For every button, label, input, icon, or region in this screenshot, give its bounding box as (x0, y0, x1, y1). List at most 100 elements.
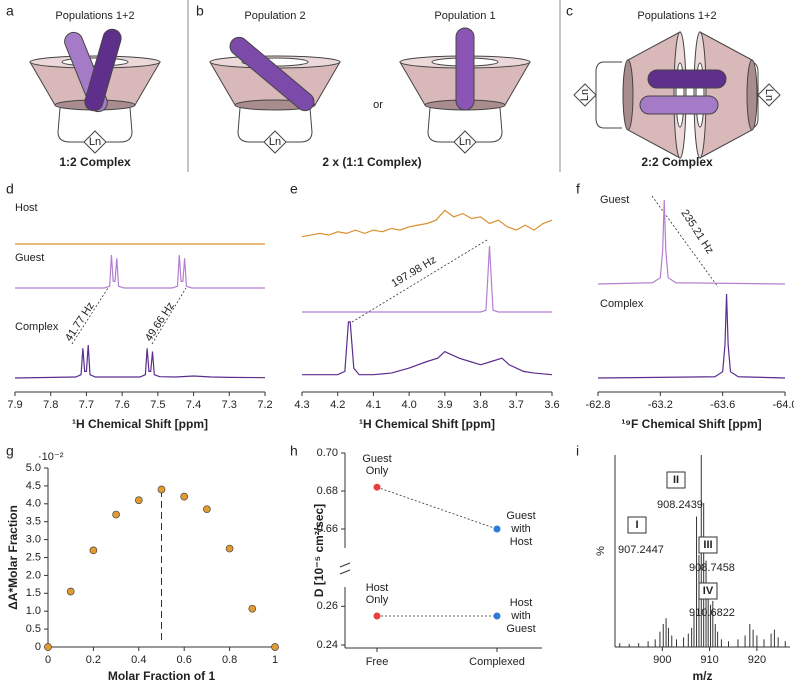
data-point (180, 492, 189, 501)
x-tick-label: 3.6 (544, 399, 559, 411)
label-box (698, 536, 718, 554)
coupling-line (71, 287, 109, 345)
x-tick-label: 4.0 (401, 399, 416, 411)
x-tick-label: 0 (45, 654, 51, 666)
panel-label: d (6, 181, 14, 197)
x-tick-label: 0.2 (86, 654, 101, 666)
linker (595, 61, 622, 129)
ln-label: Ln (459, 136, 471, 148)
point-label: Host (366, 582, 389, 594)
data-point (66, 587, 75, 596)
peak-mz: 908.7458 (689, 562, 735, 574)
data-point (44, 643, 52, 651)
x-tick-label: 3.7 (509, 399, 524, 411)
spectrum-trace (14, 344, 266, 379)
annotation: 41.77 Hz (63, 300, 97, 343)
diagram-title: Population 2 (244, 10, 305, 22)
y-axis-label: % (595, 546, 607, 556)
data-point (373, 612, 381, 620)
data-point (112, 510, 120, 519)
x-axis-label: m/z (692, 669, 712, 683)
ln-diamond (453, 130, 477, 154)
y-tick-label: 1.5 (26, 587, 41, 599)
ln-diamond (573, 83, 597, 107)
panel-label: e (290, 181, 298, 197)
point-label: Host (510, 536, 533, 548)
x-tick-label: 7.8 (43, 399, 58, 411)
coupling-line (351, 239, 488, 323)
data-point (134, 496, 143, 505)
x-tick-label: 7.4 (186, 399, 201, 411)
diagram-b: Population 2 Population 1 or Ln Ln 2 x (… (209, 10, 531, 169)
y-tick-label: 0.5 (26, 623, 41, 635)
y-tick-label: 1.0 (26, 605, 41, 617)
ln-diamond (83, 130, 107, 154)
x-axis-label: ¹⁹F Chemical Shift [ppm] (621, 417, 761, 431)
trace-label: Guest (15, 252, 44, 264)
peak-mz: 908.2439 (657, 499, 703, 511)
spectrum-trace (597, 293, 786, 379)
y-tick-label: 4.5 (26, 480, 41, 492)
point-label: Guest (506, 623, 535, 635)
ln-label: Ln (579, 89, 591, 101)
diagram-a: Populations 1+2 Ln 1:2 Complex (29, 10, 161, 169)
spectrum-trace (302, 321, 553, 376)
guest-rod (229, 36, 315, 112)
point-label: with (510, 523, 531, 535)
y-tick-label: 0.70 (317, 447, 338, 459)
point-label: Only (366, 594, 389, 606)
annotation: 235.21 Hz (678, 208, 715, 257)
peak-id: II (673, 474, 679, 486)
x-tick-label: -63.6 (710, 399, 735, 411)
x-tick-label: 900 (653, 654, 671, 666)
caption: 2 x (1:1 Complex) (322, 155, 421, 169)
y-tick-label: 2.5 (26, 551, 41, 563)
data-point (225, 544, 234, 553)
trace-label: Host (15, 202, 38, 214)
caption: 1:2 Complex (59, 155, 131, 169)
panel-label: a (6, 3, 14, 19)
axis-break (339, 569, 351, 575)
diagram-title: Populations 1+2 (637, 10, 716, 22)
x-axis-label: Molar Fraction of 1 (108, 669, 216, 683)
label-box (627, 516, 647, 534)
x-tick-label: -63.2 (648, 399, 673, 411)
y-tick-label: 0.66 (317, 523, 338, 535)
cone (699, 31, 753, 159)
x-tick-label: 0.8 (222, 654, 237, 666)
point-label: with (510, 610, 531, 622)
ln-diamond (263, 130, 287, 154)
x-tick-label: 7.6 (114, 399, 129, 411)
guest-rod (455, 27, 475, 111)
x-tick-label: 4.1 (366, 399, 381, 411)
panel-label: c (566, 3, 573, 19)
panel-label: i (576, 443, 579, 459)
peak-id: III (703, 539, 712, 551)
trace-label: Complex (15, 321, 59, 333)
point-label: Only (366, 465, 389, 477)
y-tick-label: 5.0 (26, 462, 41, 474)
y-axis-label: D [10⁻⁵ cm²/sec] (312, 504, 326, 597)
y-tick-label: 3.0 (26, 534, 41, 546)
guest-rod (639, 95, 719, 115)
trace-label: Complex (600, 298, 644, 310)
data-point (493, 612, 501, 620)
guest-rod (84, 28, 122, 112)
peak-id: I (635, 519, 638, 531)
data-point (248, 604, 257, 613)
panel-label: h (290, 443, 298, 459)
peak-mz: 910.6822 (689, 607, 735, 619)
diagram-title: Populations 1+2 (55, 10, 134, 22)
y-tick-label: 3.5 (26, 516, 41, 528)
x-tick-label: Free (366, 656, 389, 668)
x-tick-label: 0.6 (177, 654, 192, 666)
x-tick-label: 7.7 (79, 399, 94, 411)
connector (376, 486, 498, 530)
panel-label: g (6, 443, 14, 459)
x-tick-label: 7.5 (150, 399, 165, 411)
x-tick-label: -64.0 (772, 399, 794, 411)
trace-label: Guest (600, 194, 629, 206)
ln-label: Ln (89, 136, 101, 148)
x-tick-label: 7.3 (222, 399, 237, 411)
